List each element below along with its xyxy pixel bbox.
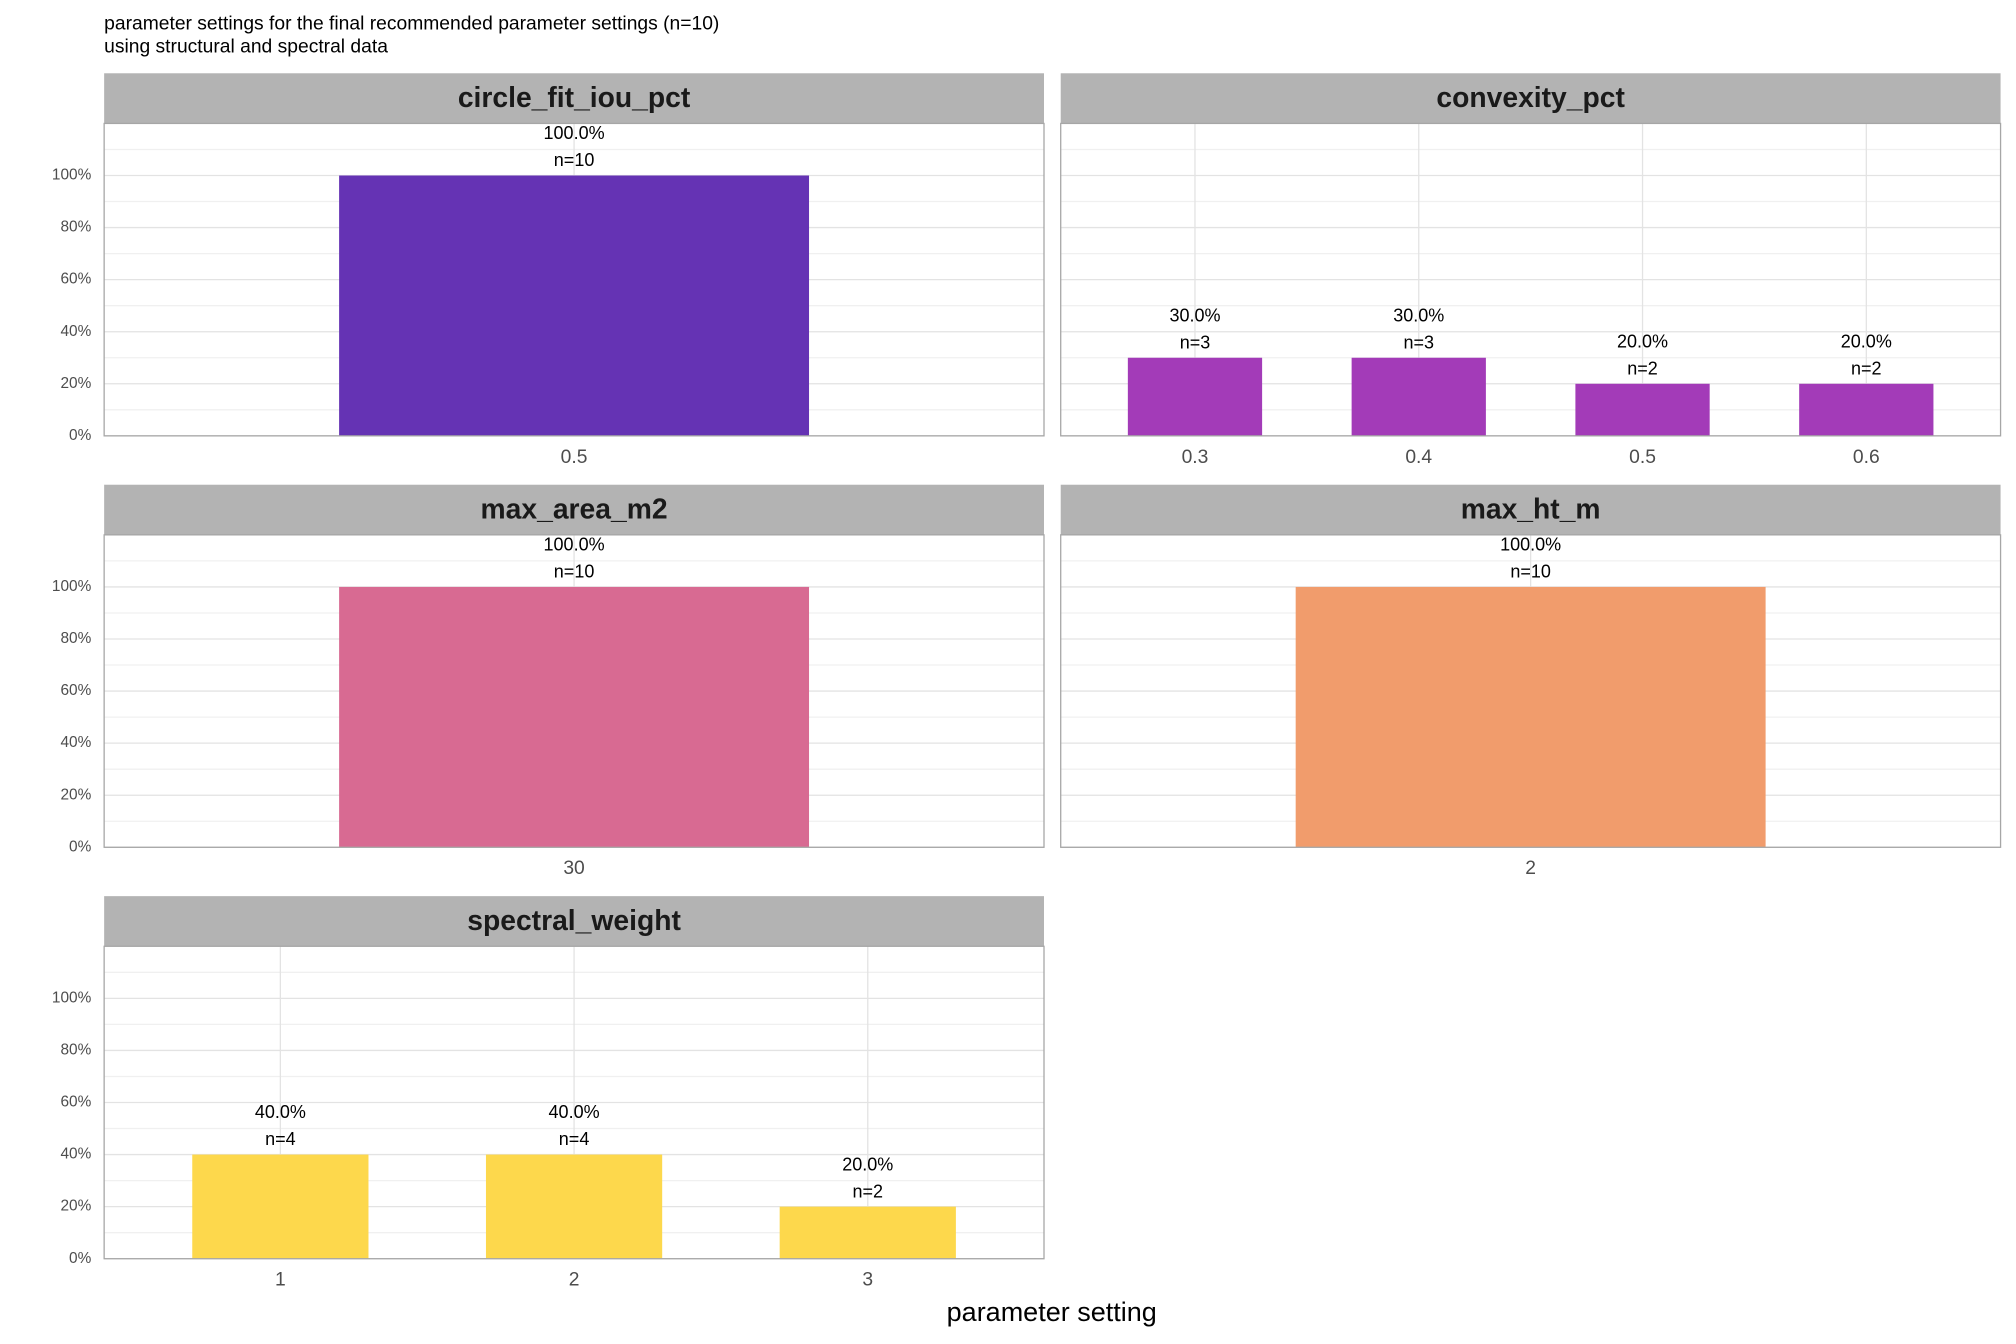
strip [104,896,1044,947]
chart-title: parameter settings for the final recomme… [104,14,719,35]
y-tick-label: 100% [52,578,92,595]
value-label: 30.0% [1393,305,1444,325]
value-label: 20.0% [842,1154,893,1174]
x-tick-label: 1 [275,1270,286,1291]
y-tick-label: 60% [60,1094,91,1111]
y-tick-label: 100% [52,989,92,1006]
facet-title: circle_fit_iou_pct [458,81,691,113]
value-label: 20.0% [1617,331,1668,351]
y-tick-label: 40% [60,323,91,340]
panel-border [1060,534,2002,848]
y-tick-label: 0% [69,838,92,855]
y-tick-label: 20% [60,375,91,392]
strip [104,73,1044,124]
value-label: 100.0% [1500,535,1561,555]
panel-border [103,122,1045,437]
x-tick-label: 0.5 [1629,447,1656,468]
y-tick-label: 0% [69,427,92,444]
facet-title: convexity_pct [1436,81,1625,113]
bar [339,175,810,436]
y-tick-label: 0% [69,1250,92,1267]
count-label: n=4 [265,1129,296,1149]
facet-title: spectral_weight [467,904,681,936]
value-label: 20.0% [1841,331,1892,351]
count-label: n=2 [1627,358,1658,378]
value-label: 40.0% [255,1102,306,1122]
bar [1295,586,1766,848]
count-label: n=2 [853,1181,884,1201]
x-tick-label: 3 [862,1270,873,1291]
facet-title: max_area_m2 [481,493,668,525]
y-tick-label: 100% [52,167,92,184]
y-tick-label: 40% [60,1146,91,1163]
x-tick-label: 2 [569,1270,580,1291]
value-label: 40.0% [549,1102,600,1122]
count-label: n=3 [1403,332,1434,352]
y-tick-label: 40% [60,734,91,751]
x-tick-label: 30 [563,858,584,879]
panel-border [103,945,1045,1260]
bar [779,1206,956,1259]
value-label: 100.0% [544,535,605,555]
value-label: 30.0% [1169,305,1220,325]
count-label: n=2 [1851,358,1882,378]
y-tick-label: 20% [60,1198,91,1215]
bar [1799,383,1934,436]
panel-border [103,534,1045,848]
y-tick-label: 80% [60,630,91,647]
x-tick-label: 0.6 [1853,447,1880,468]
strip [104,484,1044,535]
bar [339,586,810,848]
panel-border [1060,122,2002,437]
bar [1575,383,1710,436]
y-tick-label: 80% [60,219,91,236]
x-axis-label: parameter setting [947,1297,1157,1327]
facet-title: max_ht_m [1461,493,1601,525]
chart-subtitle: using structural and spectral data [104,37,388,58]
bar [485,1154,663,1259]
x-tick-label: 2 [1525,858,1536,879]
count-label: n=10 [554,562,595,582]
value-label: 100.0% [544,123,605,143]
bar [1127,357,1263,436]
y-tick-label: 20% [60,786,91,803]
y-tick-label: 60% [60,682,91,699]
count-label: n=3 [1180,332,1211,352]
bar [192,1154,369,1259]
y-tick-label: 80% [60,1042,91,1059]
strip [1060,73,2001,124]
x-tick-label: 0.4 [1405,447,1432,468]
strip [1060,484,2001,535]
count-label: n=10 [554,150,595,170]
x-tick-label: 0.3 [1182,447,1209,468]
count-label: n=10 [1510,562,1551,582]
y-tick-label: 60% [60,271,91,288]
count-label: n=4 [559,1129,590,1149]
bar [1351,357,1486,436]
x-tick-label: 0.5 [561,447,588,468]
